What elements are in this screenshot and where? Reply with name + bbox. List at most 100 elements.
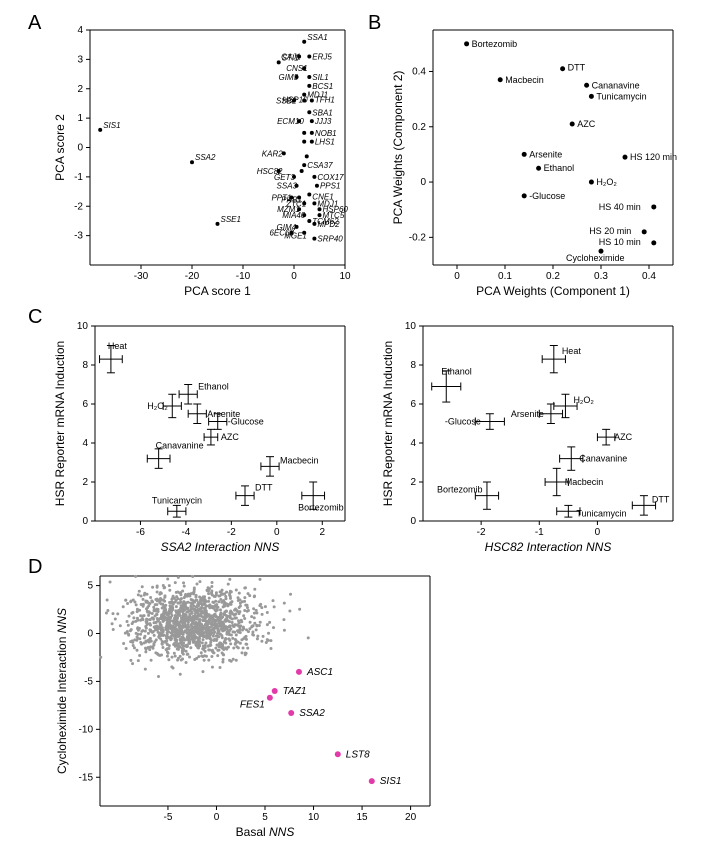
background-point xyxy=(135,649,138,652)
condition-label: DTT xyxy=(568,63,586,73)
background-point xyxy=(253,588,256,591)
background-point xyxy=(217,600,220,603)
background-point xyxy=(213,631,216,634)
background-point xyxy=(253,595,256,598)
pca-point xyxy=(302,131,306,135)
background-point xyxy=(146,606,149,609)
background-point xyxy=(198,580,201,583)
svg-text:10: 10 xyxy=(339,271,351,282)
weight-point xyxy=(522,193,527,198)
background-point xyxy=(233,617,236,620)
background-point xyxy=(272,626,275,629)
svg-text:-30: -30 xyxy=(134,271,149,282)
background-point xyxy=(215,603,218,606)
background-point xyxy=(179,623,182,626)
background-point xyxy=(242,627,245,630)
gene-label: GET3 xyxy=(274,173,295,182)
svg-text:8: 8 xyxy=(82,360,88,371)
highlight-point xyxy=(369,778,375,784)
gene-label: SIS1 xyxy=(380,776,402,787)
svg-text:3: 3 xyxy=(77,54,83,65)
gene-label: ERJ5 xyxy=(312,52,332,61)
background-point xyxy=(216,649,219,652)
background-point xyxy=(125,631,128,634)
gene-label: SRP40 xyxy=(317,235,343,244)
background-point xyxy=(235,633,238,636)
background-point xyxy=(217,635,220,638)
background-point xyxy=(136,626,139,629)
background-point xyxy=(168,621,171,624)
gene-label: HSP10 xyxy=(282,96,308,105)
background-point xyxy=(266,638,269,641)
background-point xyxy=(186,607,189,610)
background-point xyxy=(198,618,201,621)
background-point xyxy=(178,602,181,605)
weight-point xyxy=(522,152,527,157)
gene-label: CSA37 xyxy=(307,161,333,170)
background-point xyxy=(122,642,125,645)
svg-text:-5: -5 xyxy=(84,676,93,687)
background-point xyxy=(140,594,143,597)
background-point xyxy=(179,619,182,622)
background-point xyxy=(142,605,145,608)
background-point xyxy=(180,644,183,647)
background-point xyxy=(131,662,134,665)
background-point xyxy=(185,601,188,604)
background-point xyxy=(130,599,133,602)
condition-label: Arsenite xyxy=(511,409,544,419)
background-point xyxy=(183,625,186,628)
background-point xyxy=(190,623,193,626)
background-point xyxy=(177,645,180,648)
svg-text:0.2: 0.2 xyxy=(546,271,560,282)
background-point xyxy=(216,654,219,657)
background-point xyxy=(173,652,176,655)
background-point xyxy=(191,575,194,578)
pca-point xyxy=(307,54,311,58)
background-point xyxy=(147,632,150,635)
background-point xyxy=(238,606,241,609)
condition-label: H₂O₂ xyxy=(147,401,168,411)
background-point xyxy=(194,612,197,615)
background-point xyxy=(238,592,241,595)
condition-label: AZC xyxy=(221,432,240,442)
svg-text:PCA score 2: PCA score 2 xyxy=(53,114,67,181)
svg-text:SSA2 Interaction NNS: SSA2 Interaction NNS xyxy=(161,540,280,554)
panel-a-svg: -30-20-10010-3-2-101234SIS1SSA2SSE1STI1S… xyxy=(50,20,360,300)
background-point xyxy=(136,608,139,611)
background-point xyxy=(163,586,166,589)
background-point xyxy=(168,616,171,619)
background-point xyxy=(146,593,149,596)
background-point xyxy=(201,628,204,631)
background-point xyxy=(114,617,117,620)
background-point xyxy=(221,615,224,618)
background-point xyxy=(210,614,213,617)
background-point xyxy=(161,616,164,619)
weight-point xyxy=(623,155,628,160)
background-point xyxy=(233,631,236,634)
svg-text:4: 4 xyxy=(410,438,416,449)
background-point xyxy=(223,601,226,604)
background-point xyxy=(223,605,226,608)
background-point xyxy=(193,617,196,620)
background-point xyxy=(221,661,224,664)
background-point xyxy=(240,638,243,641)
condition-label: H₂O₂ xyxy=(596,177,617,187)
svg-text:10: 10 xyxy=(308,812,320,823)
background-point xyxy=(250,615,253,618)
background-point xyxy=(228,620,231,623)
condition-label: Tunicamycin xyxy=(596,91,646,101)
svg-text:0: 0 xyxy=(454,271,460,282)
gene-label: FES1 xyxy=(240,700,265,711)
background-point xyxy=(237,599,240,602)
gene-label: SSA2 xyxy=(299,708,325,719)
background-point xyxy=(139,614,142,617)
background-point xyxy=(166,577,169,580)
background-point xyxy=(156,586,159,589)
background-point xyxy=(220,634,223,637)
background-point xyxy=(157,610,160,613)
background-point xyxy=(214,622,217,625)
background-point xyxy=(151,647,154,650)
background-point xyxy=(228,659,231,662)
background-point xyxy=(186,595,189,598)
background-point xyxy=(266,623,269,626)
